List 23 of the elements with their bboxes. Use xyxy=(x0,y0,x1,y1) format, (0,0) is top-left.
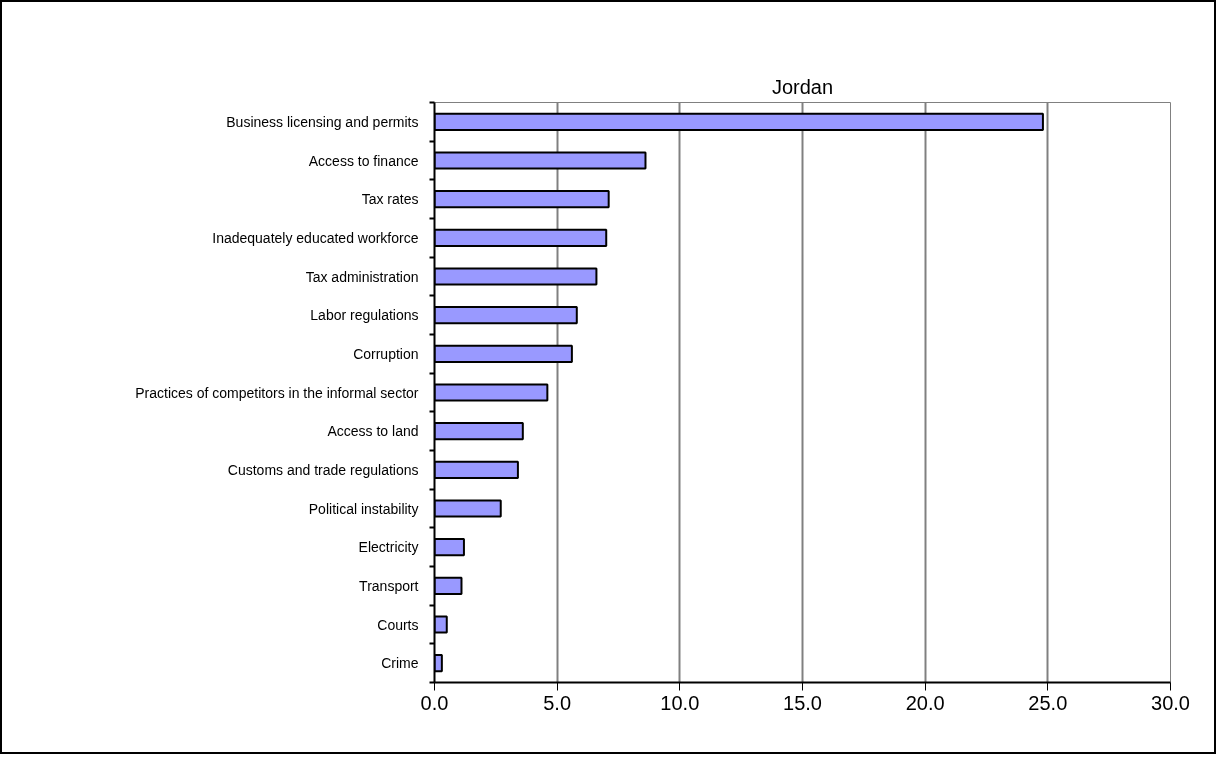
y-tick-label: Business licensing and permits xyxy=(226,113,419,130)
x-tick-label: 15.0 xyxy=(783,691,822,714)
x-tick-label: 20.0 xyxy=(905,691,945,714)
x-tick-label: 25.0 xyxy=(1028,691,1068,714)
y-tick-label: Tax rates xyxy=(361,191,419,208)
x-tick-label: 0.0 xyxy=(420,691,449,714)
y-tick-label: Courts xyxy=(377,616,419,633)
y-tick-label: Transport xyxy=(359,577,419,594)
x-tick-label: 30.0 xyxy=(1151,691,1190,714)
y-tick-label: Political instability xyxy=(308,500,419,517)
y-tick-label: Labor regulations xyxy=(310,307,419,324)
y-tick-label: Electricity xyxy=(358,539,419,556)
y-tick-label: Customs and trade regulations xyxy=(227,461,419,478)
y-tick-label: Access to finance xyxy=(308,152,419,169)
y-tick-label: Corruption xyxy=(353,345,419,362)
y-tick-label: Tax administration xyxy=(305,268,419,285)
chart-title: Jordan xyxy=(771,75,834,98)
x-tick-label: 10.0 xyxy=(660,691,700,714)
y-tick-label: Crime xyxy=(381,655,419,672)
y-tick-label: Inadequately educated workforce xyxy=(212,229,419,246)
y-tick-label: Practices of competitors in the informal sector xyxy=(135,384,419,401)
x-tick-label: 5.0 xyxy=(543,691,572,714)
y-tick-label: Access to land xyxy=(327,423,419,440)
